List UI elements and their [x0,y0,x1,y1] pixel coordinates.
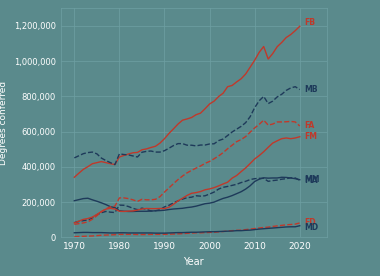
Text: MD: MD [304,223,318,232]
Text: MM: MM [304,175,320,184]
Text: MA: MA [304,176,318,185]
Text: FD: FD [304,217,316,227]
Text: FB: FB [304,18,315,27]
Text: FM: FM [304,132,317,141]
Text: FA: FA [304,121,315,131]
Text: MB: MB [304,85,318,94]
Y-axis label: Degrees conferred: Degrees conferred [0,81,8,165]
X-axis label: Year: Year [184,257,204,267]
